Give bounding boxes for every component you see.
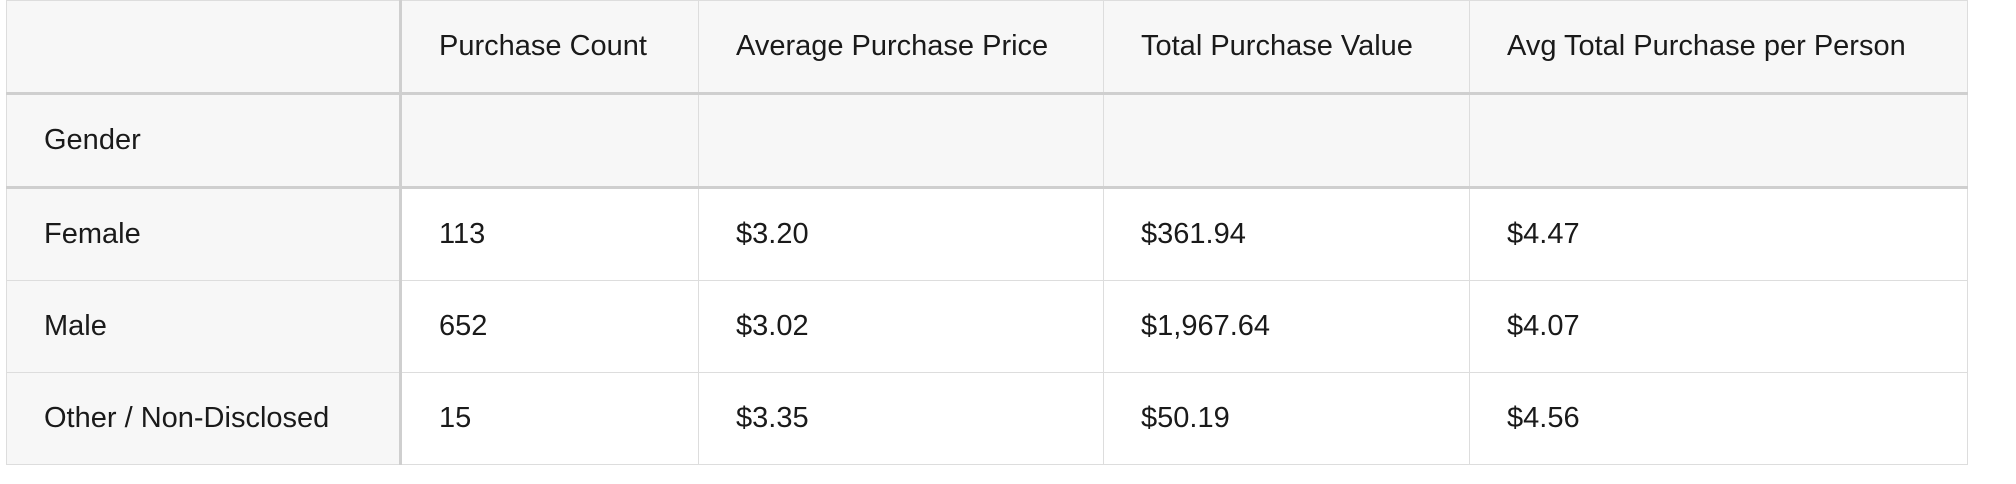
- table-row: Other / Non-Disclosed 15 $3.35 $50.19 $4…: [6, 372, 1968, 465]
- table-cell: $1,967.64: [1103, 280, 1470, 373]
- table-cell: $4.56: [1469, 372, 1968, 465]
- row-label: Male: [6, 280, 402, 373]
- index-row-empty-cell: [1103, 93, 1470, 189]
- corner-cell: [6, 0, 402, 95]
- table-cell: $3.02: [698, 280, 1104, 373]
- column-header-row: Purchase Count Average Purchase Price To…: [6, 0, 1968, 95]
- index-row-empty-cell: [400, 93, 699, 189]
- table-cell: 652: [400, 280, 699, 373]
- table-body: Female 113 $3.20 $361.94 $4.47 Male 652 …: [6, 187, 1968, 465]
- column-header-avg-total-purchase-per-person: Avg Total Purchase per Person: [1469, 0, 1968, 95]
- table-row: Male 652 $3.02 $1,967.64 $4.07: [6, 280, 1968, 373]
- table-cell: $3.35: [698, 372, 1104, 465]
- table-header: Purchase Count Average Purchase Price To…: [6, 0, 1968, 189]
- index-name-row: Gender: [6, 93, 1968, 189]
- column-header-average-purchase-price: Average Purchase Price: [698, 0, 1104, 95]
- dataframe-container: Purchase Count Average Purchase Price To…: [6, 0, 1968, 465]
- row-label: Female: [6, 187, 402, 281]
- column-header-total-purchase-value: Total Purchase Value: [1103, 0, 1470, 95]
- index-row-empty-cell: [1469, 93, 1968, 189]
- column-header-purchase-count: Purchase Count: [400, 0, 699, 95]
- table-cell: 113: [400, 187, 699, 281]
- table-cell: $3.20: [698, 187, 1104, 281]
- table-cell: $361.94: [1103, 187, 1470, 281]
- table-cell: $4.47: [1469, 187, 1968, 281]
- purchase-analysis-table: Purchase Count Average Purchase Price To…: [6, 0, 1968, 465]
- row-label: Other / Non-Disclosed: [6, 372, 402, 465]
- table-cell: $4.07: [1469, 280, 1968, 373]
- table-cell: $50.19: [1103, 372, 1470, 465]
- index-name-label: Gender: [6, 93, 402, 189]
- table-row: Female 113 $3.20 $361.94 $4.47: [6, 187, 1968, 281]
- index-row-empty-cell: [698, 93, 1104, 189]
- table-cell: 15: [400, 372, 699, 465]
